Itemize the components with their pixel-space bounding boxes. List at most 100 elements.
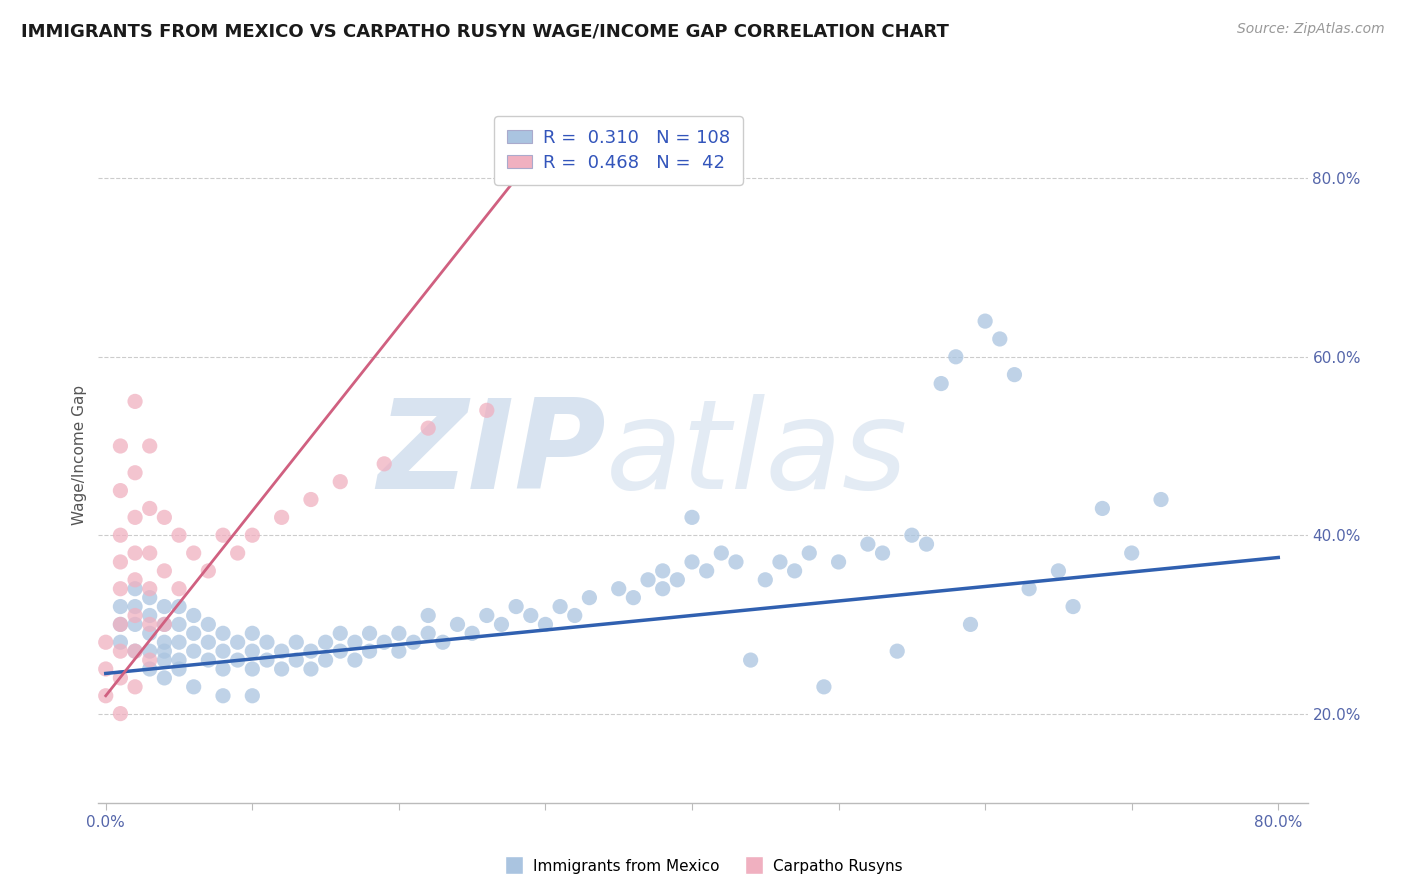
Point bbox=[212, 626, 235, 640]
Point bbox=[564, 608, 586, 623]
Point bbox=[153, 644, 176, 658]
Point bbox=[226, 653, 249, 667]
Point bbox=[359, 644, 381, 658]
Point bbox=[138, 644, 160, 658]
Text: Source: ZipAtlas.com: Source: ZipAtlas.com bbox=[1237, 22, 1385, 37]
Point bbox=[167, 617, 190, 632]
Text: atlas: atlas bbox=[606, 394, 908, 516]
Point bbox=[110, 617, 132, 632]
Legend: Immigrants from Mexico, Carpatho Rusyns: Immigrants from Mexico, Carpatho Rusyns bbox=[496, 853, 910, 880]
Point bbox=[285, 653, 308, 667]
Point bbox=[124, 546, 146, 560]
Point bbox=[988, 332, 1011, 346]
Point bbox=[197, 635, 219, 649]
Point bbox=[124, 617, 146, 632]
Point bbox=[110, 706, 132, 721]
Point bbox=[1047, 564, 1070, 578]
Point bbox=[183, 644, 205, 658]
Point bbox=[94, 662, 117, 676]
Point bbox=[402, 635, 425, 649]
Point bbox=[167, 582, 190, 596]
Point bbox=[446, 617, 468, 632]
Point bbox=[153, 617, 176, 632]
Y-axis label: Wage/Income Gap: Wage/Income Gap bbox=[72, 384, 87, 525]
Point bbox=[783, 564, 806, 578]
Point bbox=[475, 403, 498, 417]
Point bbox=[315, 653, 337, 667]
Text: IMMIGRANTS FROM MEXICO VS CARPATHO RUSYN WAGE/INCOME GAP CORRELATION CHART: IMMIGRANTS FROM MEXICO VS CARPATHO RUSYN… bbox=[21, 22, 949, 40]
Point bbox=[1091, 501, 1114, 516]
Point bbox=[578, 591, 600, 605]
Point bbox=[153, 635, 176, 649]
Point bbox=[197, 653, 219, 667]
Point bbox=[212, 662, 235, 676]
Point bbox=[827, 555, 849, 569]
Point bbox=[505, 599, 527, 614]
Point bbox=[110, 635, 132, 649]
Point bbox=[110, 599, 132, 614]
Point bbox=[974, 314, 997, 328]
Point bbox=[256, 653, 278, 667]
Point bbox=[124, 582, 146, 596]
Point bbox=[138, 591, 160, 605]
Point bbox=[388, 626, 411, 640]
Point bbox=[1121, 546, 1143, 560]
Point bbox=[329, 475, 352, 489]
Point bbox=[666, 573, 689, 587]
Point bbox=[124, 573, 146, 587]
Point bbox=[110, 644, 132, 658]
Point bbox=[270, 644, 292, 658]
Point bbox=[315, 635, 337, 649]
Point bbox=[167, 528, 190, 542]
Point bbox=[153, 671, 176, 685]
Point bbox=[1004, 368, 1026, 382]
Point bbox=[124, 466, 146, 480]
Point bbox=[138, 439, 160, 453]
Point bbox=[153, 599, 176, 614]
Point bbox=[886, 644, 908, 658]
Point bbox=[651, 582, 673, 596]
Point bbox=[183, 546, 205, 560]
Point bbox=[929, 376, 952, 391]
Point bbox=[651, 564, 673, 578]
Point bbox=[110, 528, 132, 542]
Point bbox=[520, 608, 543, 623]
Point bbox=[343, 653, 366, 667]
Point bbox=[110, 671, 132, 685]
Point bbox=[607, 582, 630, 596]
Point bbox=[329, 626, 352, 640]
Point bbox=[299, 644, 322, 658]
Point bbox=[1062, 599, 1084, 614]
Point bbox=[110, 483, 132, 498]
Legend: R =  0.310   N = 108, R =  0.468   N =  42: R = 0.310 N = 108, R = 0.468 N = 42 bbox=[494, 116, 742, 185]
Point bbox=[167, 662, 190, 676]
Point bbox=[1150, 492, 1173, 507]
Point bbox=[138, 617, 160, 632]
Point bbox=[183, 608, 205, 623]
Point bbox=[124, 608, 146, 623]
Point bbox=[637, 573, 659, 587]
Point bbox=[153, 653, 176, 667]
Point bbox=[197, 617, 219, 632]
Point bbox=[240, 662, 263, 676]
Point bbox=[754, 573, 776, 587]
Point bbox=[167, 635, 190, 649]
Point bbox=[856, 537, 879, 551]
Point bbox=[299, 662, 322, 676]
Point bbox=[681, 510, 703, 524]
Point bbox=[94, 689, 117, 703]
Point bbox=[110, 617, 132, 632]
Point bbox=[1018, 582, 1040, 596]
Point bbox=[959, 617, 981, 632]
Point bbox=[475, 608, 498, 623]
Point bbox=[153, 510, 176, 524]
Point bbox=[124, 644, 146, 658]
Point bbox=[138, 626, 160, 640]
Point bbox=[534, 617, 557, 632]
Point bbox=[270, 662, 292, 676]
Point bbox=[945, 350, 967, 364]
Point bbox=[226, 635, 249, 649]
Point bbox=[621, 591, 644, 605]
Point bbox=[197, 564, 219, 578]
Point bbox=[740, 653, 762, 667]
